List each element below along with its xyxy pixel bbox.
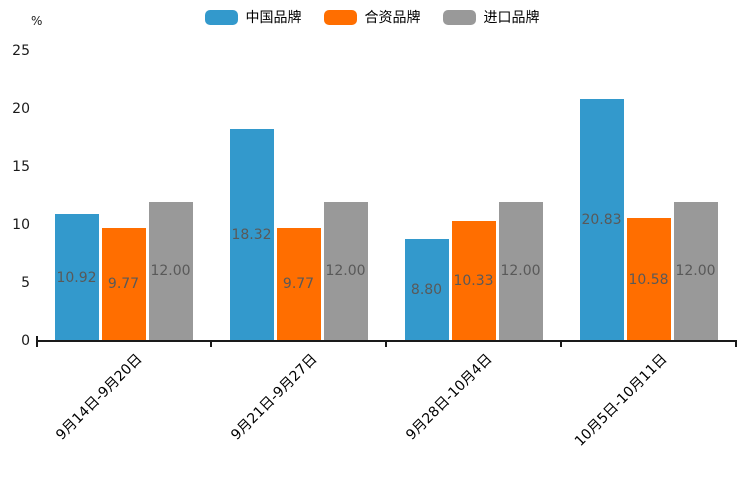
x-axis-tick	[735, 342, 737, 347]
y-axis-tick-label: 5	[21, 275, 30, 291]
x-axis-tick	[36, 342, 38, 347]
y-axis-unit-label: %	[31, 14, 43, 28]
legend-swatch-icon	[204, 9, 238, 25]
y-axis-stub	[36, 336, 38, 341]
bar-value-label: 10.92	[56, 269, 97, 286]
legend: 中国品牌 合资品牌 进口品牌	[0, 7, 744, 27]
y-axis-tick-label: 15	[12, 159, 30, 175]
bar[interactable]: 18.32	[229, 128, 274, 341]
bar-value-label: 12.00	[150, 263, 191, 280]
bar-value-label: 12.00	[325, 263, 366, 280]
bar[interactable]: 12.00	[323, 201, 368, 341]
x-axis-category-label: 9月14日-9月20日	[52, 351, 145, 444]
legend-item[interactable]: 中国品牌	[204, 7, 302, 27]
bar[interactable]: 12.00	[673, 201, 718, 341]
bar[interactable]: 9.77	[101, 227, 146, 341]
bar[interactable]: 10.92	[54, 214, 99, 341]
legend-label: 合资品牌	[364, 10, 421, 26]
legend-item[interactable]: 合资品牌	[323, 7, 421, 27]
y-axis-tick-label: 25	[12, 43, 30, 59]
x-axis-tick	[210, 342, 212, 347]
bar[interactable]: 12.00	[148, 201, 193, 341]
bar[interactable]: 9.77	[276, 227, 321, 341]
y-axis-tick-label: 0	[21, 333, 30, 349]
bar-value-label: 10.33	[453, 273, 494, 290]
legend-swatch-icon	[323, 9, 357, 25]
legend-label: 中国品牌	[245, 10, 302, 26]
bar-value-label: 9.77	[282, 276, 315, 293]
bar-value-label: 18.32	[231, 226, 272, 243]
legend-swatch-icon	[442, 9, 476, 25]
y-axis-tick-label: 10	[12, 217, 30, 233]
bar[interactable]: 10.33	[451, 221, 496, 341]
bar-value-label: 12.00	[500, 263, 541, 280]
bar-value-label: 12.00	[675, 263, 716, 280]
x-axis-tick	[385, 342, 387, 347]
x-axis-category-label: 10月5日-10月11日	[571, 351, 670, 450]
plot-area: 10.92 9.77 12.00 18.32 9.77 12.00 8.80 10.33 12.…	[36, 51, 736, 341]
y-axis-tick-label: 20	[12, 101, 30, 117]
legend-item[interactable]: 进口品牌	[442, 7, 540, 27]
x-axis-category-label: 9月28日-10月4日	[402, 351, 495, 444]
bar-value-label: 10.58	[628, 271, 669, 288]
bar-value-label: 8.80	[410, 281, 443, 298]
bar-value-label: 20.83	[581, 212, 622, 229]
bar[interactable]: 10.58	[626, 218, 671, 341]
x-axis-line	[36, 340, 737, 342]
bar[interactable]: 20.83	[579, 99, 624, 341]
x-axis-category-label: 9月21日-9月27日	[227, 351, 320, 444]
bar[interactable]: 12.00	[498, 201, 543, 341]
legend-label: 进口品牌	[483, 10, 540, 26]
bar[interactable]: 8.80	[404, 238, 449, 341]
bar-value-label: 9.77	[107, 276, 140, 293]
x-axis-tick	[560, 342, 562, 347]
